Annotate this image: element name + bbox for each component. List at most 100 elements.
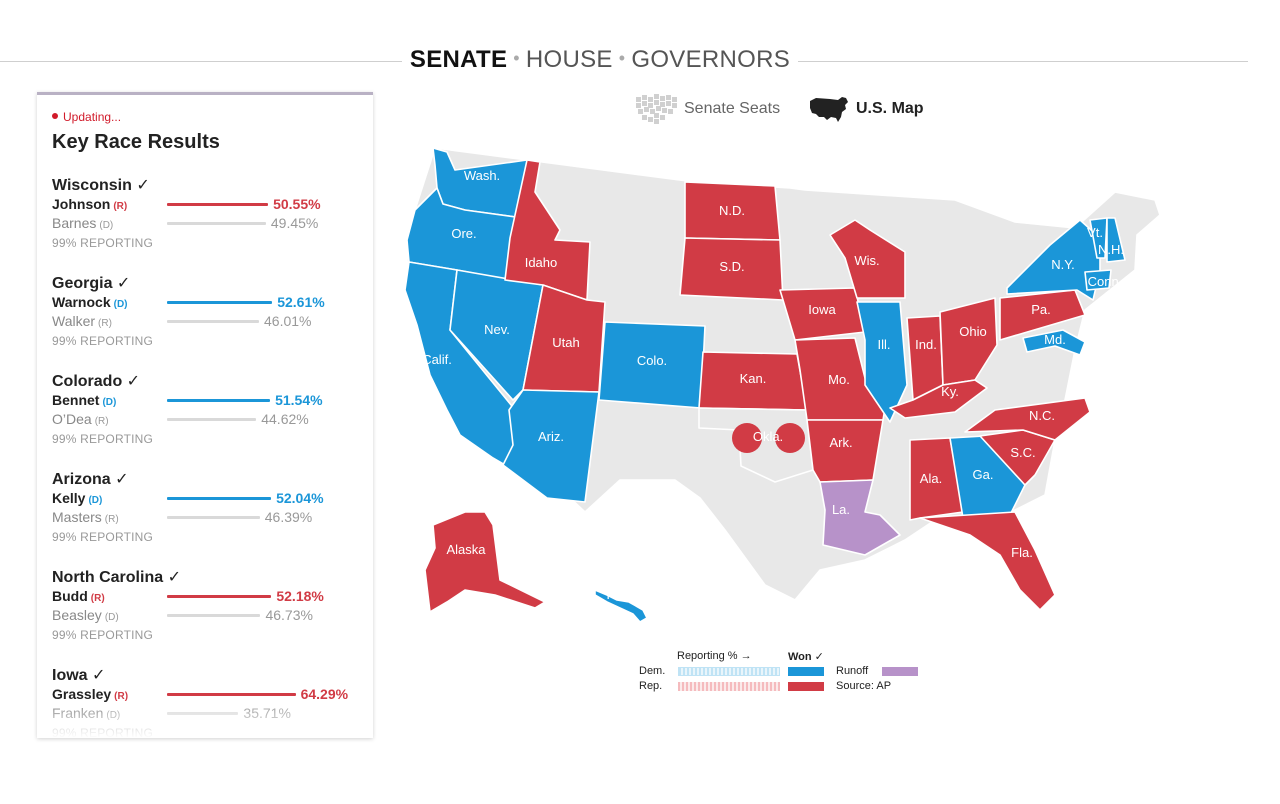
loser-row: Beasley (D) 46.73% <box>52 606 362 625</box>
party-tag: (D) <box>99 220 114 231</box>
state-pennsylvania[interactable] <box>999 289 1086 341</box>
state-label: La. <box>832 502 850 517</box>
winner-percent: 52.04% <box>276 490 324 506</box>
legend-source: Source: AP <box>836 680 892 692</box>
state-label: Wis. <box>854 253 879 268</box>
legend-won-label: Won ✓ <box>788 651 824 663</box>
race-state: Arizona ✓ <box>52 471 129 488</box>
state-label: S.C. <box>1010 445 1035 460</box>
winner-result-bar <box>167 595 272 598</box>
state-label: Ind. <box>915 337 937 352</box>
party-tag: (R) <box>113 201 128 212</box>
us-map-icon <box>810 97 848 122</box>
state-hawaii[interactable] <box>594 589 648 623</box>
reporting-status: 99% REPORTING <box>52 530 154 544</box>
state-arizona[interactable] <box>502 389 600 503</box>
state-north-carolina[interactable] <box>964 397 1091 441</box>
nav-separator: • <box>513 48 520 68</box>
state-illinois[interactable] <box>856 301 908 423</box>
oklahoma-race-marker[interactable] <box>732 423 762 453</box>
race-item[interactable]: Colorado ✓ Bennet (D) 51.54% O’Dea (R) 44.62% 9… <box>52 371 362 469</box>
state-idaho[interactable] <box>504 159 591 301</box>
candidate-name: Warnock <box>52 294 111 310</box>
race-state: Iowa ✓ <box>52 667 106 684</box>
state-label: Calif. <box>422 352 452 367</box>
state-label: Hawaii <box>606 587 645 602</box>
legend-runoff-swatch <box>882 667 918 676</box>
state-kentucky[interactable] <box>889 379 988 419</box>
state-label: Ore. <box>451 226 476 241</box>
state-label: N.C. <box>1029 408 1055 423</box>
legend-reporting-label: Reporting % → <box>677 650 752 662</box>
state-new-york[interactable] <box>1006 219 1101 301</box>
winner-name: Budd (R) <box>52 588 105 604</box>
scroll-fade <box>37 702 373 738</box>
loser-row: Masters (R) 46.39% <box>52 508 362 527</box>
race-list[interactable]: Wisconsin ✓ Johnson (R) 50.55% Barnes (D) 49.4… <box>52 175 362 738</box>
state-ohio[interactable] <box>939 297 998 386</box>
key-race-results-panel: Updating... Key Race Results Wisconsin ✓… <box>37 92 373 738</box>
loser-name: Walker (R) <box>52 313 112 329</box>
race-state: Colorado ✓ <box>52 373 141 390</box>
nav-separator: • <box>618 48 626 68</box>
state-label: Wash. <box>464 168 500 183</box>
race-item[interactable]: North Carolina ✓ Budd (R) 52.18% Beasley (D) 4… <box>52 567 362 665</box>
oklahoma-race-marker[interactable] <box>775 423 805 453</box>
candidate-name: Johnson <box>52 196 111 212</box>
candidate-name: Bennet <box>52 392 100 408</box>
reporting-status: 99% REPORTING <box>52 236 154 250</box>
state-label: Conn. <box>1088 274 1123 289</box>
tab-governors[interactable]: GOVERNORS <box>631 46 791 73</box>
winner-row: Johnson (R) 50.55% <box>52 195 362 214</box>
race-item[interactable]: Arizona ✓ Kelly (D) 52.04% Masters (R) 46.39% 9… <box>52 469 362 567</box>
race-item[interactable]: Georgia ✓ Warnock (D) 52.61% Walker (R) 46.01%… <box>52 273 362 371</box>
race-item[interactable]: Wisconsin ✓ Johnson (R) 50.55% Barnes (D) 49.4… <box>52 175 362 273</box>
loser-row: Walker (R) 46.01% <box>52 312 362 331</box>
winner-row: Warnock (D) 52.61% <box>52 293 362 312</box>
senate-seats-icon <box>636 94 677 124</box>
loser-row: Barnes (D) 49.45% <box>52 214 362 233</box>
state-label: Ark. <box>829 435 852 450</box>
state-connecticut[interactable] <box>1084 269 1112 291</box>
tab-house[interactable]: HOUSE <box>525 46 613 73</box>
senate-seats-toggle[interactable]: Senate Seats <box>636 93 780 125</box>
us-senate-map[interactable]: Wash. Ore. Calif. Nev. Idaho Utah Colo. Ariz. N.… <box>395 140 1175 630</box>
legend-rep-won-swatch <box>788 682 824 691</box>
state-label: Vt. <box>1087 225 1103 240</box>
state-maryland[interactable] <box>1022 329 1086 356</box>
legend-rep-reporting-swatch <box>678 682 780 691</box>
state-arkansas[interactable] <box>806 419 884 483</box>
state-vermont[interactable] <box>1089 217 1108 259</box>
winner-row: Grassley (R) 64.29% <box>52 685 362 704</box>
state-label: Fla. <box>1011 545 1033 560</box>
nav-divider-right <box>798 61 1248 62</box>
state-label: Ill. <box>878 337 891 352</box>
state-new-hampshire[interactable] <box>1106 217 1126 263</box>
party-tag: (R) <box>90 593 105 604</box>
state-utah[interactable] <box>522 284 606 393</box>
state-label: Iowa <box>808 302 836 317</box>
loser-percent: 46.01% <box>264 313 312 329</box>
loser-result-bar <box>167 614 261 617</box>
legend-dem-label: Dem. <box>639 665 666 677</box>
tab-senate[interactable]: SENATE <box>409 46 508 73</box>
state-alabama[interactable] <box>909 437 964 521</box>
party-tag: (R) <box>94 416 109 427</box>
state-florida[interactable] <box>919 511 1056 611</box>
candidate-name: O’Dea <box>52 411 92 427</box>
winner-percent: 64.29% <box>300 686 349 702</box>
state-wisconsin[interactable] <box>829 219 906 299</box>
state-georgia[interactable] <box>949 435 1026 519</box>
state-alaska[interactable] <box>424 511 546 613</box>
winner-percent: 51.54% <box>275 392 323 408</box>
state-louisiana[interactable] <box>819 479 901 556</box>
us-map-toggle[interactable]: U.S. Map <box>808 93 924 125</box>
winner-row: Kelly (D) 52.04% <box>52 489 362 508</box>
party-tag: (D) <box>113 299 128 310</box>
winner-percent: 52.18% <box>276 588 324 604</box>
loser-name: Masters (R) <box>52 509 119 525</box>
winner-result-bar <box>167 693 296 696</box>
candidate-name: Grassley <box>52 686 112 702</box>
candidate-name: Budd <box>52 588 88 604</box>
reporting-status: 99% REPORTING <box>52 334 154 348</box>
